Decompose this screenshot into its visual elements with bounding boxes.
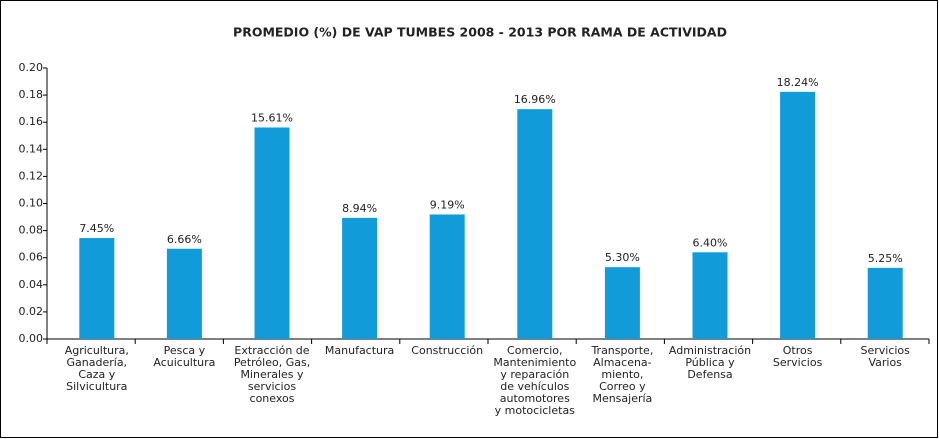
x-tick-label: Pesca y Acuicultura	[153, 344, 216, 369]
x-tick-label: Agricultura, Ganadería, Caza y Silvicult…	[64, 344, 129, 393]
y-tick-label: 0.12	[19, 169, 44, 182]
y-tick-label: 0.00	[19, 332, 44, 345]
y-tick-label: 0.10	[19, 197, 44, 210]
bar	[780, 91, 816, 340]
y-tick-label: 0.06	[19, 251, 44, 264]
x-tick-label: Comercio, Mantenimiento y reparación de …	[493, 344, 577, 417]
x-tick-label: Otros Servicios	[772, 344, 823, 369]
x-tick-label: Administración Pública y Defensa	[668, 344, 752, 381]
bar	[79, 238, 115, 339]
y-tick-label: 0.04	[19, 278, 44, 291]
x-tick-label: Construcción	[411, 344, 484, 357]
x-tick-label: Extracción de Petróleo, Gas, Minerales y…	[233, 344, 311, 405]
value-label: 6.66%	[167, 233, 202, 246]
bar	[517, 109, 553, 339]
x-tick-label: Manufactura	[324, 344, 395, 357]
value-label: 16.96%	[514, 93, 556, 106]
value-label: 15.61%	[251, 111, 293, 124]
value-label: 9.19%	[430, 198, 465, 211]
value-label: 7.45%	[79, 222, 114, 235]
y-tick-label: 0.08	[19, 224, 44, 237]
value-label: 5.30%	[605, 251, 640, 264]
value-label: 6.40%	[693, 236, 728, 249]
bar	[342, 217, 378, 339]
y-tick-label: 0.14	[19, 142, 44, 155]
y-tick-label: 0.18	[19, 88, 44, 101]
bar	[867, 267, 903, 339]
value-label: 18.24%	[777, 76, 819, 89]
chart-title: PROMEDIO (%) DE VAP TUMBES 2008 - 2013 P…	[233, 25, 727, 40]
bar	[429, 214, 465, 339]
y-tick-label: 0.20	[19, 61, 44, 74]
bar	[254, 127, 290, 339]
value-label: 5.25%	[868, 252, 903, 265]
bar	[604, 267, 640, 339]
x-tick-label: Transporte, Almacena- miento, Correo y M…	[591, 344, 654, 405]
bar	[166, 248, 202, 339]
bar	[692, 252, 728, 339]
x-tick-label: Servicios Varios	[860, 344, 910, 369]
y-tick-label: 0.16	[19, 115, 44, 128]
y-tick-label: 0.02	[19, 305, 44, 318]
value-label: 8.94%	[342, 202, 377, 215]
